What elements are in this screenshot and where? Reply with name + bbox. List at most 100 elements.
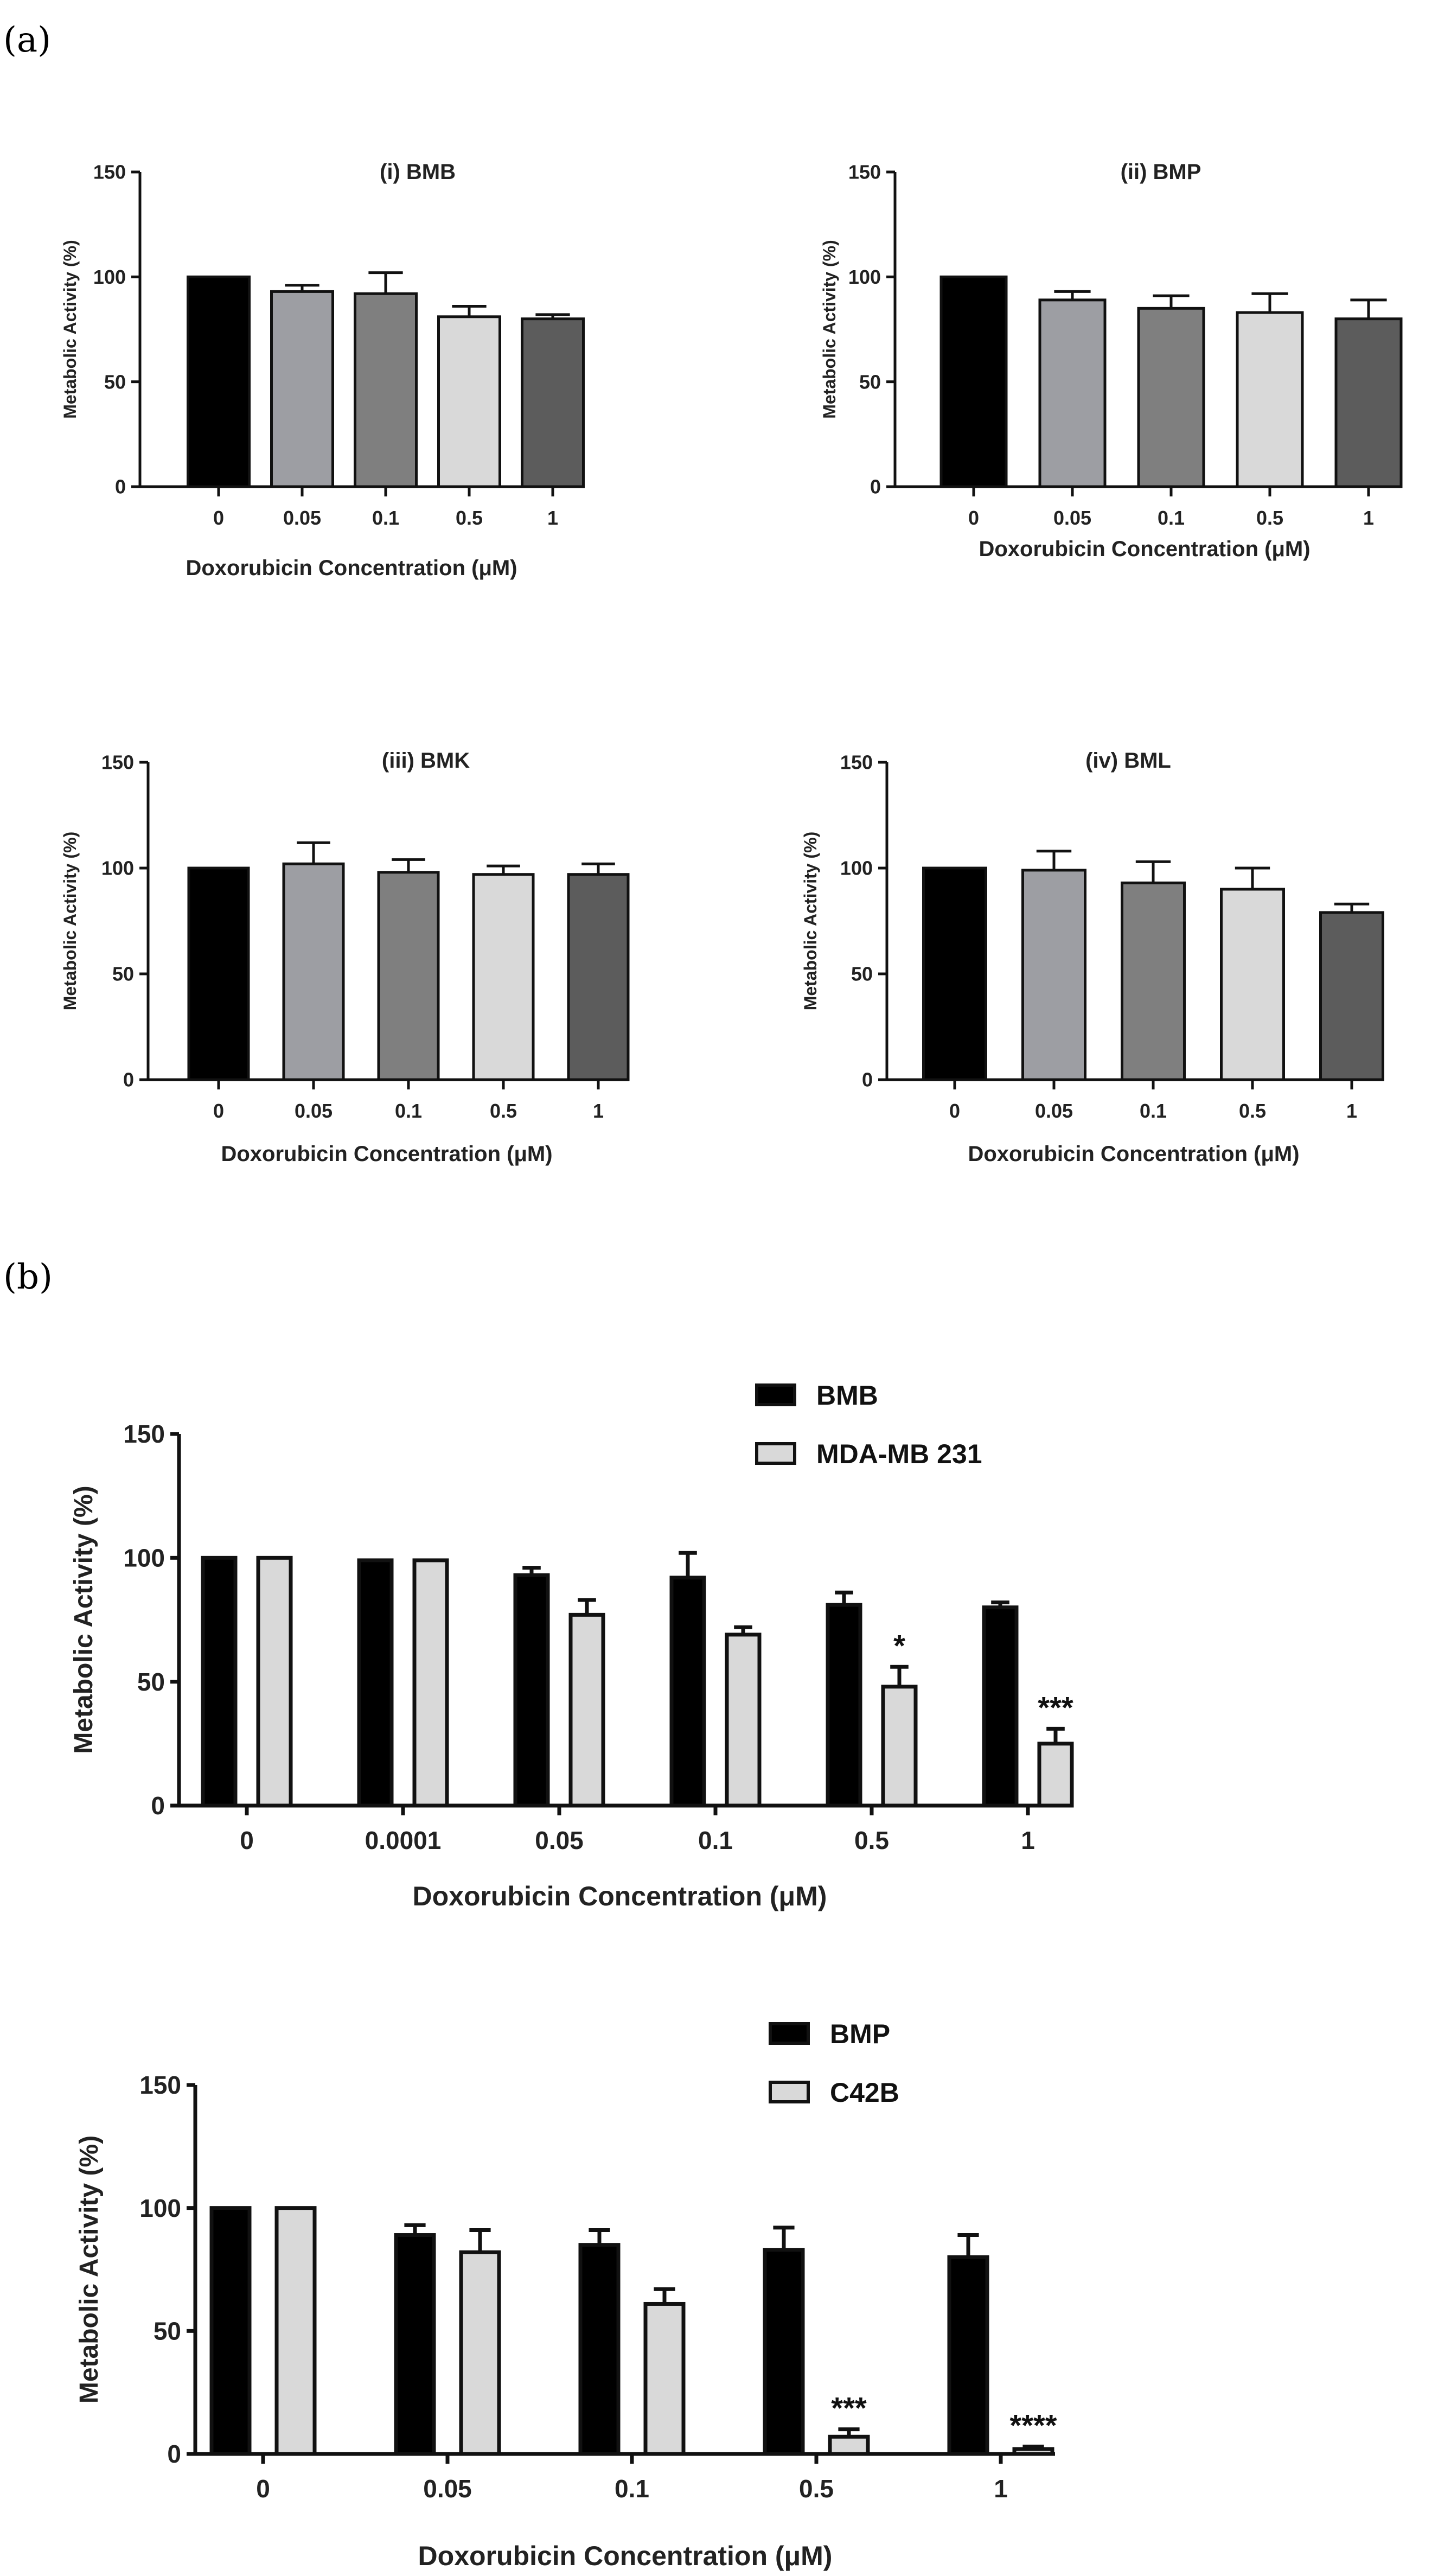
- y-axis-label: Metabolic Activity (%): [820, 240, 839, 419]
- x-tick-label: 0.1: [1158, 507, 1185, 529]
- chart-title: (i) BMB: [380, 160, 456, 184]
- x-axis-label: Doxorubicin Concentration (μM): [221, 1142, 552, 1166]
- y-tick-label: 100: [123, 1544, 165, 1572]
- x-tick-label: 1: [1346, 1100, 1357, 1122]
- significance-label: ***: [1038, 1690, 1073, 1724]
- x-tick-label: 0.1: [698, 1826, 733, 1854]
- x-tick-label: 1: [994, 2475, 1008, 2503]
- y-tick-label: 0: [167, 2440, 181, 2468]
- bar: [1021, 869, 1086, 1081]
- bar: [1012, 2447, 1054, 2456]
- x-axis-label: Doxorubicin Concentration (μM): [979, 537, 1310, 561]
- bar: [939, 275, 1008, 488]
- legend-swatch: [769, 2081, 810, 2103]
- bar: [187, 275, 251, 488]
- y-tick-label: 100: [840, 857, 873, 879]
- y-tick-label: 150: [93, 161, 126, 183]
- x-tick-label: 0.05: [1035, 1100, 1073, 1122]
- y-axis-label: Metabolic Activity (%): [69, 1485, 98, 1754]
- bar: [472, 873, 535, 1081]
- x-tick-label: 0.05: [295, 1100, 333, 1122]
- bar: [643, 2301, 686, 2456]
- x-axis-label: Doxorubicin Concentration (μM): [418, 2541, 833, 2571]
- legend-swatch: [769, 2022, 810, 2045]
- x-tick-label: 0.1: [1140, 1100, 1167, 1122]
- y-tick-label: 50: [137, 1668, 165, 1696]
- y-tick-label: 50: [859, 371, 881, 393]
- x-tick-label: 0.05: [283, 507, 321, 529]
- x-tick-label: 1: [1363, 507, 1374, 529]
- significance-label: *: [893, 1628, 905, 1662]
- bar: [274, 2206, 317, 2456]
- bar: [412, 1558, 449, 1808]
- y-tick-label: 150: [139, 2071, 181, 2099]
- bar: [201, 1555, 238, 1808]
- bar: [1334, 317, 1403, 488]
- x-axis-label: Doxorubicin Concentration (μM): [413, 1881, 827, 1911]
- x-tick-label: 0.5: [1256, 507, 1283, 529]
- y-tick-label: 0: [862, 1069, 873, 1091]
- bar: [1319, 911, 1384, 1081]
- bar: [669, 1576, 706, 1808]
- bar: [567, 873, 630, 1081]
- bar: [1220, 888, 1285, 1081]
- x-tick-label: 0: [256, 2475, 270, 2503]
- bar: [256, 1555, 293, 1808]
- chart-a1: (i) BMB 0 50 100 150 Metabolic Activity (%) Do…: [60, 160, 585, 580]
- x-tick-label: 0: [240, 1826, 254, 1854]
- x-tick-label: 0.05: [535, 1826, 584, 1854]
- bar: [763, 2248, 805, 2456]
- y-tick-label: 100: [101, 857, 134, 879]
- x-tick-label: 0.5: [799, 2475, 834, 2503]
- x-tick-label: 0: [968, 507, 979, 529]
- legend-label: BMB: [816, 1380, 878, 1411]
- bar: [282, 862, 345, 1081]
- chart-a4: (iv) BML 0 50 100 150 Metabolic Activity (%) D…: [801, 749, 1384, 1166]
- x-tick-label: 0: [213, 507, 224, 529]
- significance-label: ***: [831, 2391, 867, 2425]
- y-tick-label: 50: [851, 963, 873, 985]
- x-tick-label: 0.05: [1053, 507, 1091, 529]
- chart-a2: (ii) BMP 0 50 100 150 Metabolic Activity (%) D…: [820, 160, 1403, 561]
- bar: [1038, 298, 1107, 488]
- panel-label-a: (a): [3, 20, 51, 60]
- y-tick-label: 0: [115, 476, 126, 498]
- panel-label-b: (b): [3, 1257, 53, 1297]
- x-tick-label: 0: [213, 1100, 224, 1122]
- chart-a3: (iii) BMK 0 50 100 150 Metabolic Activity (%)…: [60, 749, 630, 1166]
- legend-label: BMP: [830, 2019, 890, 2049]
- y-tick-label: 50: [154, 2317, 181, 2345]
- x-tick-label: 0.5: [456, 507, 483, 529]
- significance-label: ****: [1009, 2408, 1057, 2442]
- y-tick-label: 100: [93, 266, 126, 288]
- x-tick-label: 0.1: [395, 1100, 422, 1122]
- bar: [357, 1558, 394, 1808]
- bar: [354, 292, 418, 488]
- bar: [377, 871, 440, 1081]
- y-axis-label: Metabolic Activity (%): [60, 240, 80, 419]
- bar: [578, 2243, 621, 2456]
- chart-b2: 0 50 100 150 Metabolic Activity (%) Doxorubic…: [75, 2019, 1057, 2571]
- y-axis-label: Metabolic Activity (%): [60, 832, 80, 1011]
- bar: [513, 1573, 550, 1808]
- y-tick-label: 150: [101, 751, 134, 774]
- bar: [270, 290, 334, 488]
- bar: [982, 1605, 1019, 1808]
- bar: [826, 1603, 862, 1808]
- x-tick-label: 0.5: [1239, 1100, 1266, 1122]
- y-tick-label: 0: [870, 476, 881, 498]
- x-tick-label: 0.5: [854, 1826, 889, 1854]
- x-tick-label: 0.1: [372, 507, 399, 529]
- bar: [459, 2250, 501, 2456]
- y-tick-label: 150: [123, 1420, 165, 1448]
- x-tick-label: 1: [593, 1100, 604, 1122]
- chart-title: (ii) BMP: [1121, 160, 1201, 184]
- bar: [922, 866, 987, 1081]
- chart-b1: 0 50 100 150 Metabolic Activity (%) Doxorubic…: [69, 1380, 1074, 1911]
- y-axis-label: Metabolic Activity (%): [75, 2135, 104, 2403]
- legend-swatch: [755, 1383, 796, 1406]
- bar: [1236, 311, 1304, 488]
- legend-label: C42B: [830, 2077, 899, 2108]
- x-tick-label: 0.1: [615, 2475, 649, 2503]
